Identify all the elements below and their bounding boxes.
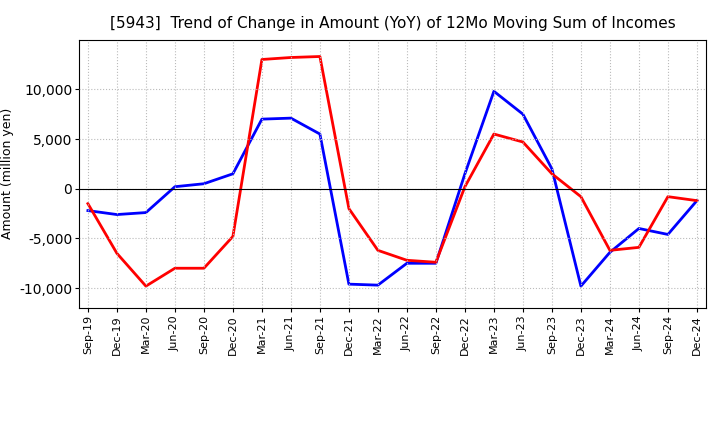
Ordinary Income [606,249,614,255]
Net Income [664,194,672,199]
Ordinary Income [518,111,527,117]
Ordinary Income [84,208,92,213]
Net Income [199,266,208,271]
Ordinary Income [171,184,179,189]
Ordinary Income [315,132,324,137]
Net Income [402,258,411,263]
Net Income [287,55,295,60]
Net Income [634,245,643,250]
Ordinary Income [228,171,237,176]
Net Income [606,248,614,253]
Line: Net Income: Net Income [88,56,697,286]
Net Income [345,206,354,211]
Ordinary Income [664,232,672,237]
Net Income [431,260,440,265]
Ordinary Income [634,226,643,231]
Y-axis label: Amount (million yen): Amount (million yen) [1,108,14,239]
Ordinary Income [345,282,354,287]
Net Income [228,234,237,239]
Net Income [374,248,382,253]
Ordinary Income [258,117,266,122]
Ordinary Income [693,198,701,203]
Line: Ordinary Income: Ordinary Income [88,91,697,286]
Net Income [171,266,179,271]
Net Income [461,184,469,189]
Ordinary Income [142,210,150,215]
Ordinary Income [431,260,440,266]
Ordinary Income [402,260,411,266]
Net Income [577,194,585,199]
Ordinary Income [577,283,585,289]
Ordinary Income [112,212,121,217]
Net Income [258,57,266,62]
Net Income [490,132,498,137]
Net Income [142,283,150,289]
Net Income [315,54,324,59]
Ordinary Income [548,166,557,172]
Net Income [518,139,527,145]
Ordinary Income [490,88,498,94]
Net Income [112,251,121,256]
Ordinary Income [287,115,295,121]
Ordinary Income [374,282,382,288]
Net Income [84,201,92,206]
Ordinary Income [461,171,469,176]
Title: [5943]  Trend of Change in Amount (YoY) of 12Mo Moving Sum of Incomes: [5943] Trend of Change in Amount (YoY) o… [109,16,675,32]
Ordinary Income [199,181,208,187]
Net Income [548,171,557,176]
Net Income [693,198,701,203]
